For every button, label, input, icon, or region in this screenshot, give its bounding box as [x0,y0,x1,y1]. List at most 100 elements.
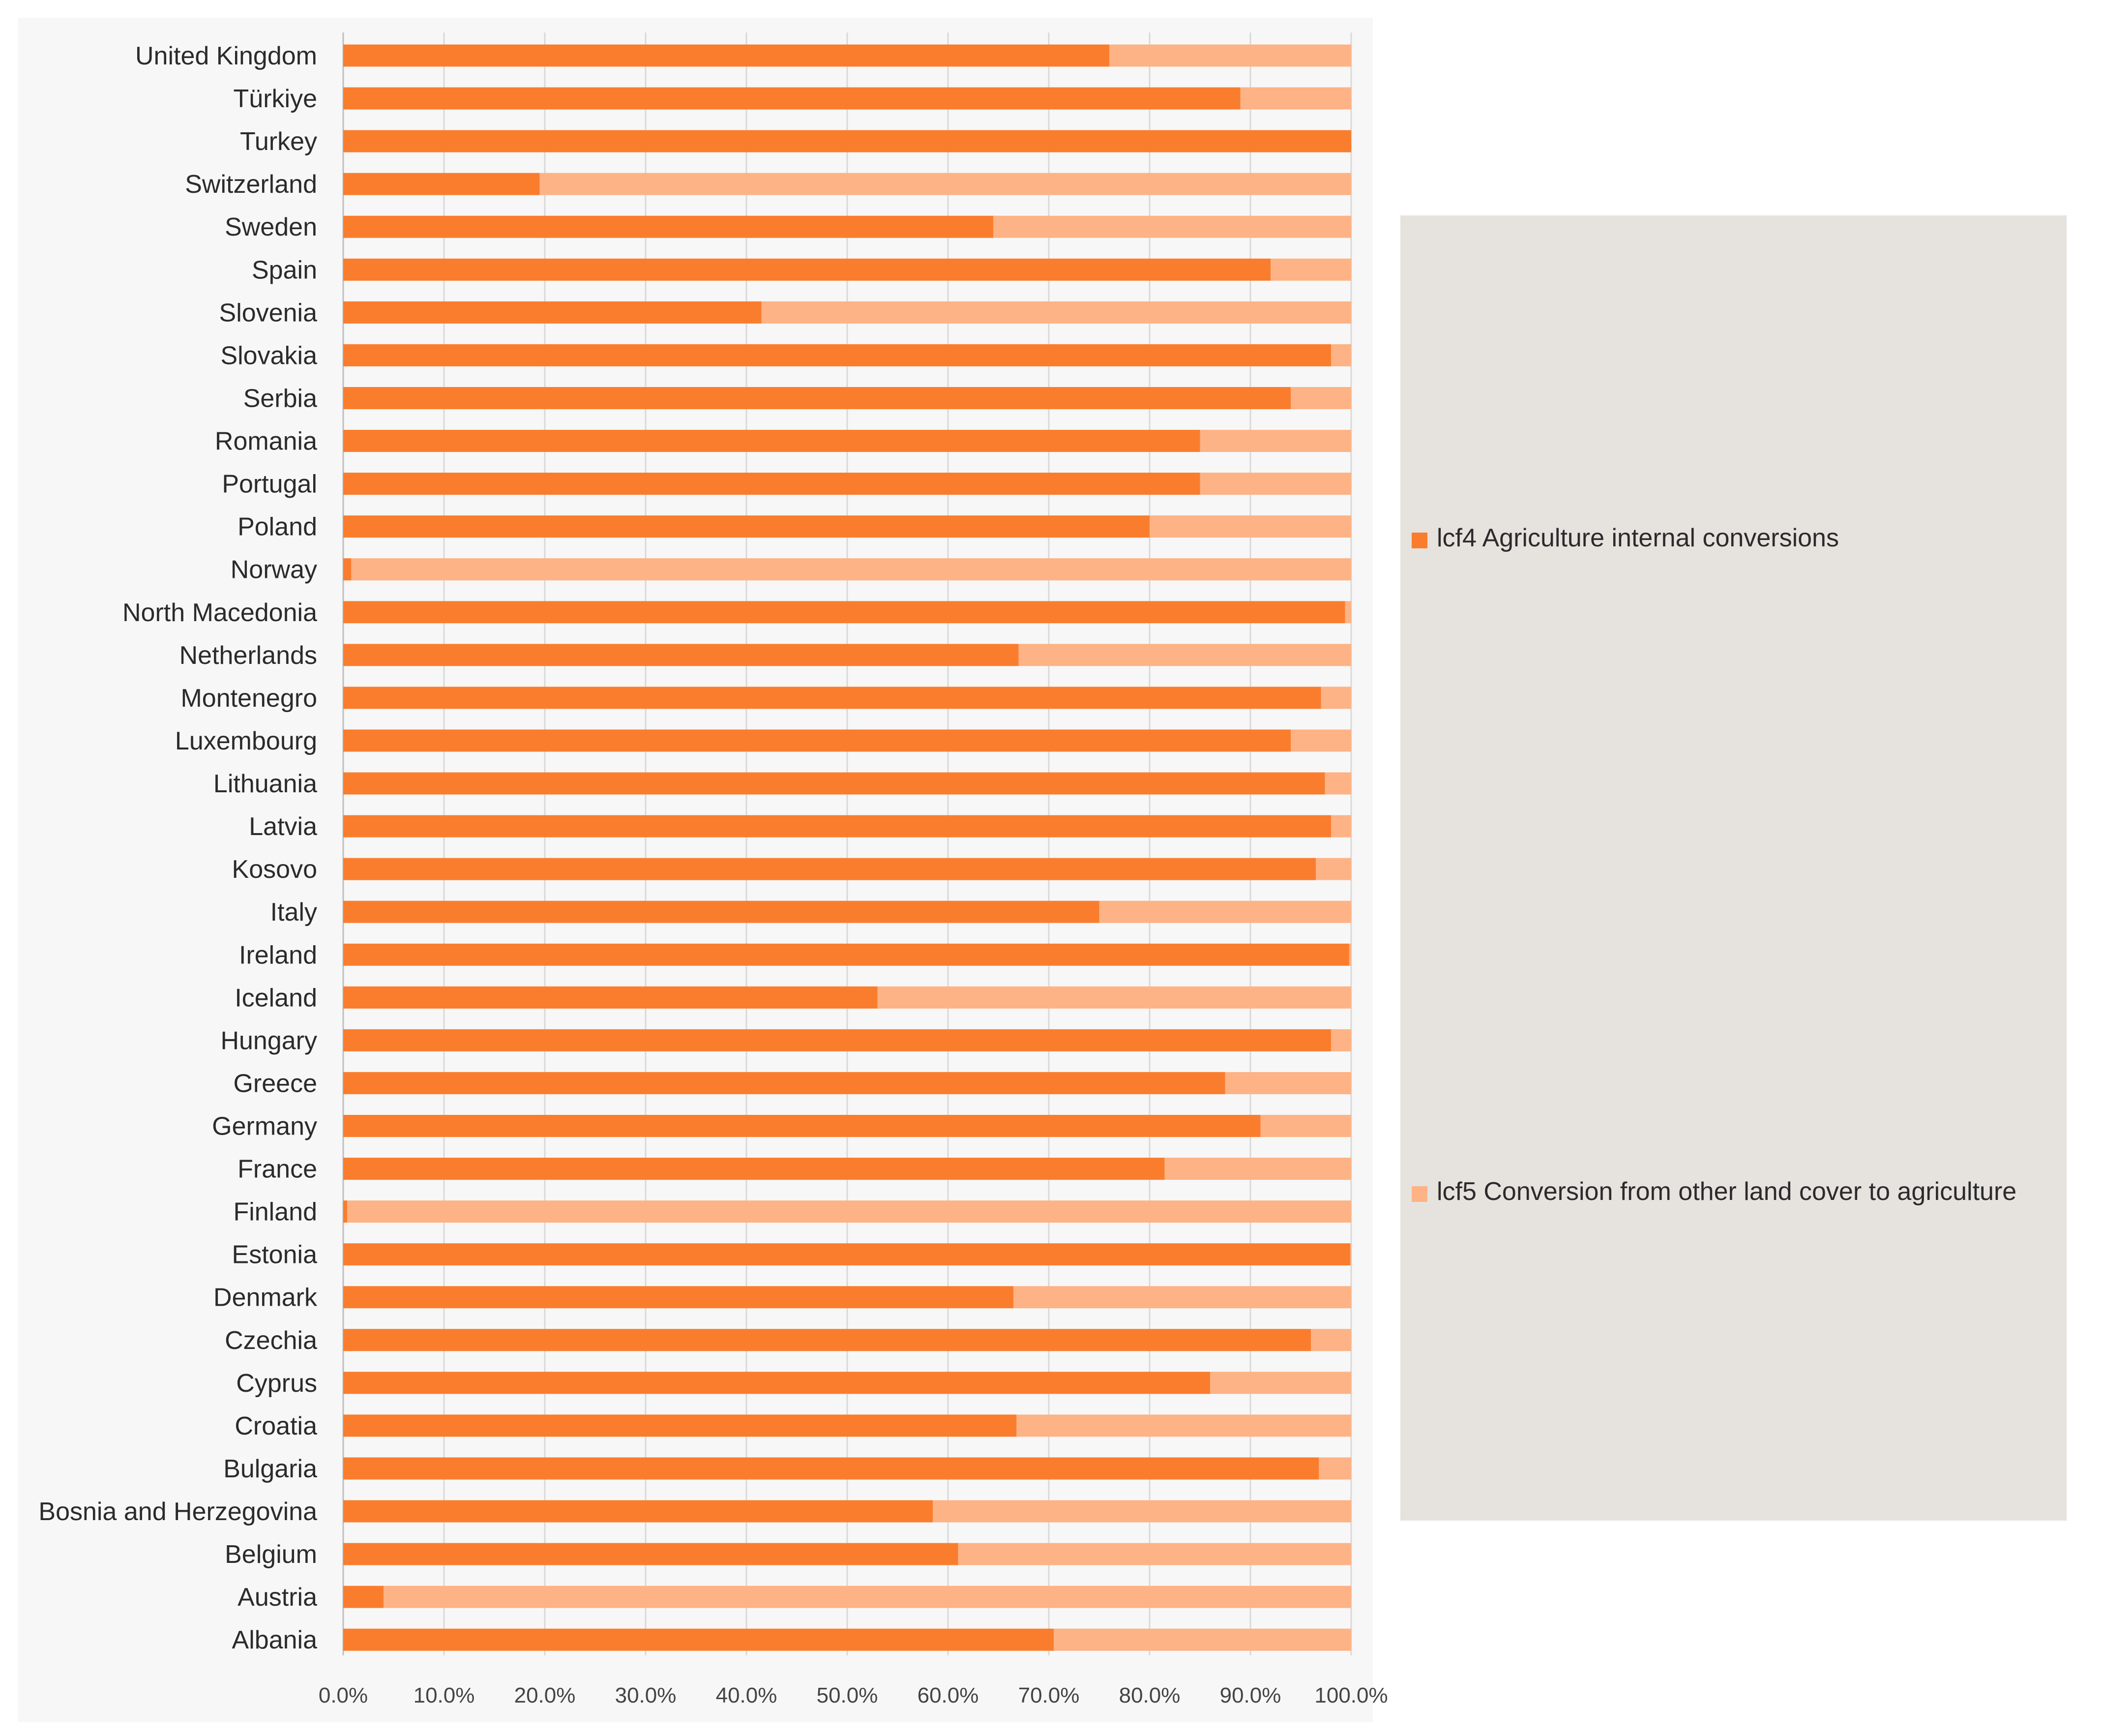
bar-estonia-lcf5 [1350,1243,1351,1266]
category-label-romania: Romania [215,427,317,456]
bar-hungary-lcf4 [343,1029,1331,1051]
bar-cyprus-lcf4 [343,1372,1210,1394]
bar-croatia-lcf5 [1016,1414,1351,1437]
x-tick-label-5: 50.0% [817,1683,878,1707]
bar-austria-lcf4 [343,1586,384,1608]
bar-lithuania-lcf4 [343,772,1325,795]
legend: lcf4 Agriculture internal conversions lcf… [1412,524,2016,1206]
category-label-slovakia: Slovakia [220,341,317,370]
bar-united-kingdom-lcf5 [1109,44,1351,67]
x-tick-label-7: 70.0% [1018,1683,1080,1707]
category-label-bosnia-and-herzegovina: Bosnia and Herzegovina [38,1497,317,1526]
bar-slovenia-lcf5 [761,301,1351,324]
bar-turkiye-lcf5 [1240,87,1351,110]
bar-estonia-lcf4 [343,1243,1350,1266]
bar-italy-lcf5 [1099,900,1351,923]
category-label-turkiye: Türkiye [234,85,317,113]
category-label-portugal: Portugal [222,470,317,499]
bar-france-lcf4 [343,1158,1165,1180]
category-label-switzerland: Switzerland [185,170,317,199]
bar-italy-lcf4 [343,900,1099,923]
bar-germany-lcf5 [1260,1115,1351,1137]
x-tick-label-6: 60.0% [918,1683,979,1707]
bar-norway-lcf5 [351,558,1351,581]
bar-spain-lcf4 [343,258,1271,281]
category-label-denmark: Denmark [213,1284,318,1312]
category-label-czechia: Czechia [225,1326,317,1355]
x-tick-label-2: 20.0% [514,1683,576,1707]
x-tick-label-8: 80.0% [1119,1683,1181,1707]
category-label-luxembourg: Luxembourg [175,727,317,755]
bar-luxembourg-lcf4 [343,729,1291,752]
category-label-hungary: Hungary [220,1026,317,1055]
bar-norway-lcf4 [343,558,352,581]
bar-montenegro-lcf4 [343,687,1321,709]
bar-united-kingdom-lcf4 [343,44,1109,67]
bar-greece-lcf4 [343,1072,1225,1094]
x-tick-label-0: 0.0% [319,1683,368,1707]
bar-portugal-lcf5 [1200,473,1351,495]
bar-romania-lcf5 [1200,430,1351,452]
bar-austria-lcf5 [384,1586,1351,1608]
bar-bulgaria-lcf4 [343,1457,1319,1480]
category-label-north-macedonia: North Macedonia [122,599,317,627]
bar-luxembourg-lcf5 [1291,729,1351,752]
bar-germany-lcf4 [343,1115,1261,1137]
bar-czechia-lcf4 [343,1329,1311,1351]
legend-label-lcf4: lcf4 Agriculture internal conversions [1437,524,1839,552]
category-label-united-kingdom: United Kingdom [135,42,317,70]
bar-spain-lcf5 [1271,258,1351,281]
category-label-italy: Italy [270,898,317,927]
category-label-slovenia: Slovenia [219,299,318,327]
bar-poland-lcf4 [343,515,1150,538]
bar-latvia-lcf5 [1331,815,1351,838]
bar-slovakia-lcf4 [343,344,1331,366]
category-label-montenegro: Montenegro [180,684,317,713]
bar-latvia-lcf4 [343,815,1331,838]
category-label-latvia: Latvia [249,812,317,841]
bar-albania-lcf5 [1054,1628,1351,1651]
category-label-estonia: Estonia [232,1241,318,1269]
bar-iceland-lcf4 [343,986,878,1009]
bar-albania-lcf4 [343,1628,1054,1651]
category-label-finland: Finland [233,1198,317,1227]
bar-romania-lcf4 [343,430,1200,452]
bar-slovenia-lcf4 [343,301,762,324]
bars [343,44,1352,1651]
category-label-austria: Austria [237,1583,317,1612]
legend-swatch-lcf4 [1412,533,1427,548]
x-tick-label-1: 10.0% [414,1683,475,1707]
bar-turkey-lcf4 [343,130,1351,152]
legend-label-lcf5: lcf5 Conversion from other land cover to… [1437,1177,2016,1206]
bar-bosnia-and-herzegovina-lcf4 [343,1500,933,1523]
bar-czechia-lcf5 [1311,1329,1351,1351]
bar-france-lcf5 [1164,1158,1351,1180]
category-label-serbia: Serbia [243,384,317,413]
bar-sweden-lcf5 [993,215,1351,238]
bar-serbia-lcf5 [1291,387,1351,409]
x-tick-label-10: 100.0% [1314,1683,1388,1707]
category-label-sweden: Sweden [225,213,317,241]
category-label-cyprus: Cyprus [236,1369,317,1398]
bar-bulgaria-lcf5 [1319,1457,1351,1480]
category-label-norway: Norway [231,556,317,584]
bar-portugal-lcf4 [343,473,1200,495]
bar-netherlands-lcf5 [1018,644,1351,666]
category-label-france: France [237,1155,317,1184]
bar-poland-lcf5 [1150,515,1351,538]
bar-croatia-lcf4 [343,1414,1017,1437]
category-label-turkey: Turkey [240,127,317,156]
category-labels: United Kingdom Türkiye Turkey Switzerland Sw… [38,42,318,1654]
bar-finland-lcf4 [343,1200,348,1223]
category-label-croatia: Croatia [235,1412,317,1440]
category-label-ireland: Ireland [239,941,317,969]
x-tick-label-3: 30.0% [615,1683,677,1707]
bar-finland-lcf5 [347,1200,1352,1223]
bar-netherlands-lcf4 [343,644,1019,666]
category-label-spain: Spain [252,256,317,284]
bar-denmark-lcf5 [1013,1286,1351,1309]
bar-sweden-lcf4 [343,215,994,238]
bar-north-macedonia-lcf4 [343,601,1345,624]
